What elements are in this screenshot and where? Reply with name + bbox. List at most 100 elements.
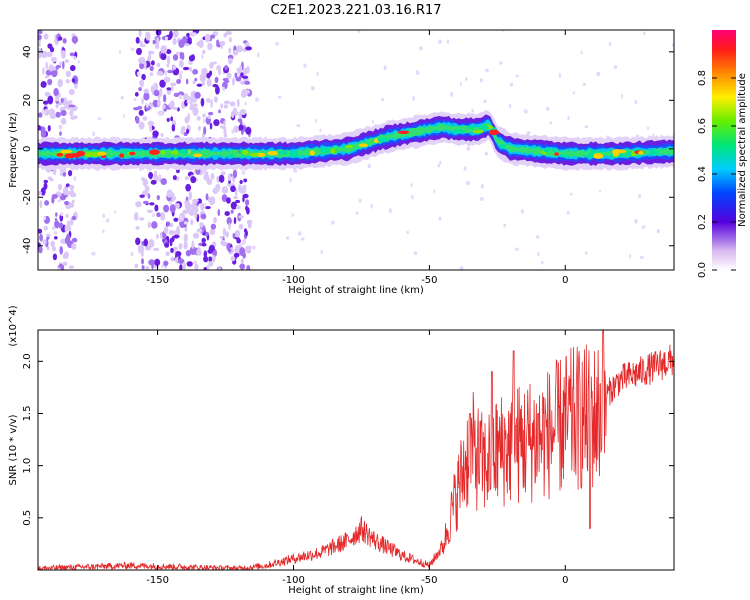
- noise-speckle: [225, 30, 232, 36]
- noise-speckle: [166, 63, 170, 68]
- noise-speckle: [438, 216, 442, 221]
- noise-speckle: [214, 76, 219, 84]
- noise-speckle: [208, 244, 215, 252]
- ridge-peak: [319, 148, 332, 154]
- noise-speckle: [218, 109, 221, 114]
- noise-speckle: [240, 72, 244, 77]
- noise-speckle: [149, 72, 154, 77]
- noise-speckle: [238, 243, 242, 247]
- noise-speckle: [243, 178, 248, 183]
- noise-speckle: [154, 258, 161, 266]
- x-tick-label: 0: [562, 575, 568, 586]
- noise-speckle: [47, 78, 53, 86]
- noise-speckle: [275, 41, 280, 46]
- noise-speckle: [156, 233, 159, 240]
- noise-speckle: [172, 54, 179, 61]
- ridge-peak: [543, 147, 551, 153]
- noise-speckle: [133, 97, 137, 102]
- noise-speckle: [156, 70, 164, 76]
- noise-speckle: [238, 124, 244, 131]
- noise-speckle: [154, 204, 159, 212]
- noise-speckle: [239, 263, 246, 270]
- noise-speckle: [166, 221, 171, 227]
- y-tick-label: 1.5: [22, 406, 33, 422]
- noise-speckle: [243, 89, 250, 95]
- noise-speckle: [499, 61, 503, 65]
- noise-speckle: [243, 186, 247, 193]
- noise-speckle: [229, 246, 234, 255]
- noise-speckle: [136, 71, 141, 77]
- noise-speckle: [64, 59, 70, 64]
- noise-speckle: [277, 95, 282, 99]
- noise-speckle: [55, 111, 61, 118]
- noise-speckle: [210, 172, 215, 180]
- noise-speckle: [156, 62, 161, 67]
- noise-speckle: [178, 243, 183, 250]
- noise-speckle: [515, 247, 519, 251]
- noise-speckle: [242, 252, 246, 259]
- noise-speckle: [161, 264, 164, 269]
- noise-speckle: [566, 210, 570, 215]
- noise-speckle: [257, 52, 260, 58]
- noise-speckle: [168, 102, 173, 109]
- ridge-peak: [267, 150, 279, 156]
- noise-speckle: [192, 232, 200, 239]
- noise-speckle: [145, 102, 148, 106]
- noise-speckle: [466, 146, 471, 151]
- ridge-peak: [64, 153, 75, 159]
- ridge-peak: [277, 150, 289, 155]
- noise-speckle: [203, 203, 207, 208]
- noise-speckle: [176, 225, 180, 235]
- noise-speckle: [54, 217, 58, 222]
- noise-speckle: [68, 169, 73, 177]
- noise-speckle: [241, 75, 249, 79]
- ridge-peak: [554, 152, 559, 156]
- noise-speckle: [173, 92, 180, 98]
- noise-speckle: [65, 190, 70, 196]
- ridge-peak: [377, 137, 389, 143]
- noise-speckle: [138, 109, 144, 116]
- noise-speckle: [642, 31, 646, 36]
- noise-speckle: [41, 109, 45, 114]
- noise-speckle: [156, 37, 160, 46]
- noise-speckle: [43, 225, 48, 231]
- ridge-peak: [478, 125, 489, 130]
- y-tick-label: 40: [22, 45, 33, 58]
- noise-speckle: [196, 83, 203, 87]
- noise-speckle: [59, 61, 62, 66]
- noise-speckle: [51, 196, 55, 204]
- noise-speckle: [192, 69, 199, 75]
- noise-speckle: [185, 203, 190, 208]
- noise-speckle: [233, 125, 239, 133]
- noise-speckle: [203, 126, 207, 135]
- noise-speckle: [60, 97, 64, 103]
- noise-speckle: [60, 212, 64, 217]
- noise-speckle: [102, 229, 105, 234]
- noise-speckle: [176, 79, 182, 84]
- noise-speckle: [224, 211, 230, 217]
- noise-speckle: [70, 116, 76, 120]
- noise-speckle: [53, 87, 59, 97]
- noise-speckle: [145, 265, 150, 270]
- noise-speckle: [69, 108, 74, 118]
- noise-speckle: [228, 36, 232, 43]
- noise-speckle: [202, 49, 206, 55]
- colorbar: 0.0 0.2 0.4 0.6 0.8 Normalized spectral ampl…: [697, 30, 748, 278]
- noise-speckle: [367, 163, 371, 169]
- noise-speckle: [55, 95, 59, 102]
- noise-speckle: [53, 231, 58, 235]
- noise-speckle: [47, 124, 51, 132]
- noise-speckle: [65, 213, 69, 219]
- noise-speckle: [218, 68, 222, 76]
- noise-speckle: [297, 231, 302, 236]
- noise-speckle: [572, 91, 575, 95]
- noise-speckle: [64, 200, 70, 206]
- noise-speckle: [641, 225, 646, 229]
- noise-speckle: [314, 118, 318, 123]
- noise-speckle: [172, 38, 177, 46]
- noise-speckle: [38, 48, 42, 52]
- noise-speckle: [51, 246, 57, 252]
- x-tick-label: -50: [421, 575, 437, 586]
- noise-speckle: [168, 229, 176, 235]
- noise-speckle: [223, 126, 227, 136]
